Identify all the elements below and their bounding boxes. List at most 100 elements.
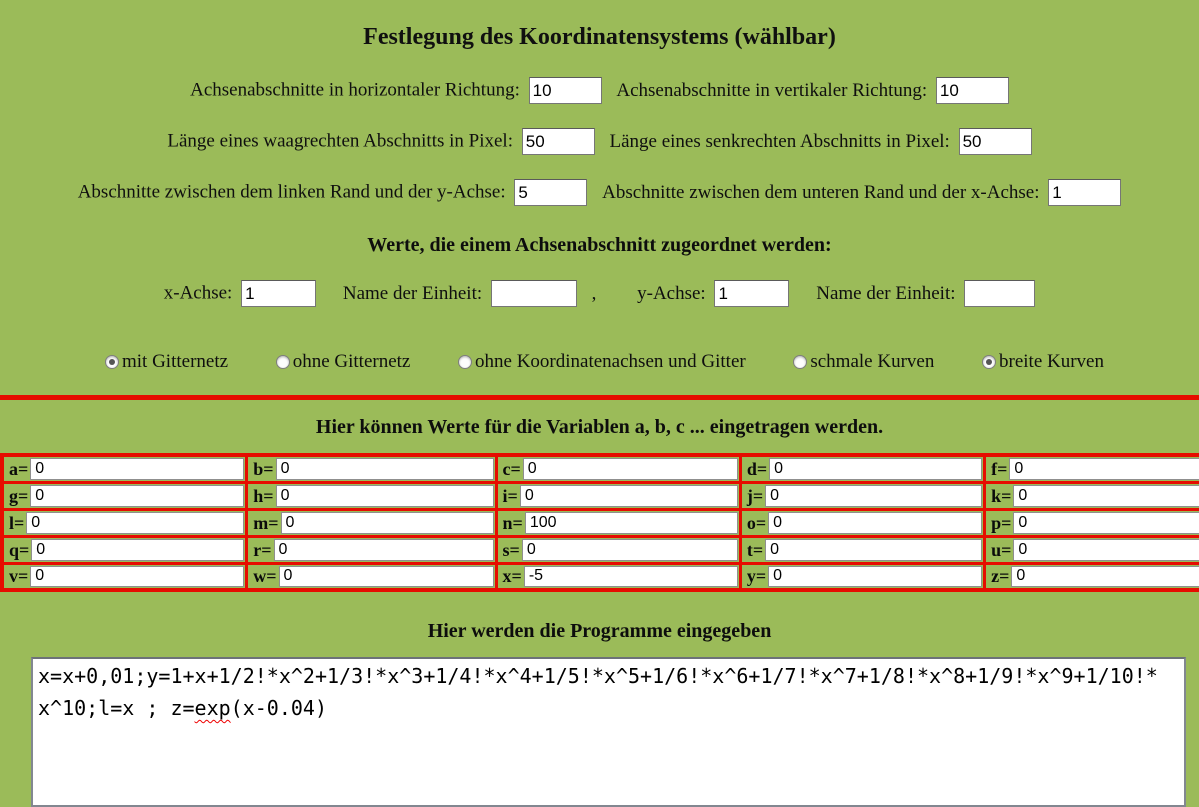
- variable-name-label-v: v=: [9, 566, 29, 587]
- variable-name-label-p: p=: [991, 512, 1012, 533]
- radio-label-ohne-koordinatenachsen-und-gitter: ohne Koordinatenachsen und Gitter: [475, 351, 746, 372]
- radio-option-schmale-kurven[interactable]: schmale Kurven: [793, 351, 934, 373]
- variable-name-label-b: b=: [253, 458, 274, 479]
- coordinate-settings-page: Festlegung des Koordinatensystems (wählb…: [0, 24, 1199, 807]
- variable-value-input-y[interactable]: [768, 565, 983, 587]
- variable-cell-u: u=: [983, 534, 1199, 565]
- label-horizontal-sections: Achsenabschnitte in horizontaler Richtun…: [190, 79, 520, 101]
- radio-option-ohne-koordinatenachsen-und-gitter[interactable]: ohne Koordinatenachsen und Gitter: [458, 351, 746, 373]
- variable-value-input-x[interactable]: [523, 565, 738, 587]
- input-x-unit-name[interactable]: [490, 280, 577, 307]
- radio-circle-schmale-kurven[interactable]: [793, 355, 808, 369]
- variables-row: l= m= n= o= p=: [0, 507, 1199, 538]
- variable-value-input-j[interactable]: [765, 484, 983, 507]
- input-y-unit-name[interactable]: [964, 280, 1036, 307]
- radio-label-schmale-kurven: schmale Kurven: [810, 351, 935, 372]
- variable-cell-b: b=: [245, 453, 498, 484]
- variables-header: Hier können Werte für die Variablen a, b…: [315, 416, 884, 438]
- input-vertical-sections[interactable]: [935, 77, 1009, 104]
- variable-cell-s: s=: [494, 534, 742, 565]
- variable-name-label-m: m=: [253, 512, 279, 533]
- variable-value-input-s[interactable]: [521, 538, 738, 561]
- programs-header: Hier werden die Programme eingegeben: [427, 620, 772, 642]
- variable-value-input-o[interactable]: [768, 511, 983, 534]
- label-y-axis: y-Achse:: [637, 282, 706, 304]
- variable-value-input-f[interactable]: [1009, 458, 1199, 480]
- label-left-margin-sections: Abschnitte zwischen dem linken Rand und …: [77, 181, 506, 203]
- program-misspelled-word: exp: [194, 696, 231, 720]
- variable-cell-m: m=: [245, 507, 498, 538]
- radio-circle-mit-gitternetz[interactable]: [105, 355, 119, 369]
- variable-value-input-z[interactable]: [1011, 565, 1199, 587]
- variable-value-input-t[interactable]: [765, 538, 983, 561]
- variable-value-input-r[interactable]: [273, 538, 494, 561]
- variable-name-label-u: u=: [991, 539, 1012, 560]
- variable-value-input-u[interactable]: [1013, 538, 1199, 561]
- radio-circle-ohne-koordinatenachsen-und-gitter[interactable]: [458, 355, 473, 369]
- variable-value-input-p[interactable]: [1013, 511, 1199, 534]
- variable-value-input-h[interactable]: [275, 484, 494, 507]
- variable-value-input-n[interactable]: [524, 511, 738, 534]
- radio-label-mit-gitternetz: mit Gitternetz: [122, 351, 229, 372]
- radio-option-mit-gitternetz[interactable]: mit Gitternetz: [105, 351, 228, 373]
- variable-value-input-v[interactable]: [30, 565, 245, 587]
- radio-circle-ohne-gitternetz[interactable]: [275, 355, 290, 369]
- radio-option-breite-kurven[interactable]: breite Kurven: [982, 351, 1104, 373]
- variable-cell-x: x=: [494, 561, 742, 592]
- label-x-unit-name: Name der Einheit:: [342, 282, 483, 304]
- variable-cell-p: p=: [983, 507, 1199, 538]
- variable-value-input-k[interactable]: [1013, 484, 1199, 507]
- input-horizontal-length[interactable]: [521, 128, 595, 155]
- variable-value-input-b[interactable]: [275, 458, 494, 480]
- variable-name-label-j: j=: [746, 485, 764, 506]
- variable-value-input-g[interactable]: [30, 484, 245, 507]
- variable-name-label-y: y=: [746, 566, 767, 587]
- variable-value-input-i[interactable]: [519, 484, 738, 507]
- variable-cell-n: n=: [494, 507, 742, 538]
- variables-row: a= b= c= d= f=: [0, 453, 1199, 484]
- variables-row: g= h= i= j= k=: [0, 480, 1199, 511]
- input-horizontal-sections[interactable]: [528, 77, 602, 104]
- variable-name-label-o: o=: [746, 512, 767, 533]
- variable-name-label-g: g=: [9, 485, 29, 506]
- variable-value-input-q[interactable]: [31, 538, 245, 561]
- variable-value-input-l[interactable]: [26, 511, 245, 534]
- variable-name-label-x: x=: [502, 566, 522, 587]
- variable-value-input-m[interactable]: [280, 511, 494, 534]
- variable-value-input-d[interactable]: [769, 458, 983, 480]
- variable-value-input-w[interactable]: [278, 565, 494, 587]
- variable-cell-g: g=: [0, 480, 249, 511]
- variable-cell-f: f=: [983, 453, 1199, 484]
- variable-cell-a: a=: [0, 453, 249, 484]
- variables-row: q= r= s= t= u=: [0, 534, 1199, 565]
- input-y-axis-value[interactable]: [714, 280, 790, 307]
- program-text-after: (x-0.04): [230, 696, 327, 720]
- label-x-axis: x-Achse:: [163, 282, 233, 304]
- variable-cell-r: r=: [245, 534, 498, 565]
- input-vertical-length[interactable]: [958, 128, 1032, 155]
- variable-value-input-c[interactable]: [522, 458, 738, 480]
- input-x-axis-value[interactable]: [241, 280, 317, 307]
- label-bottom-margin-sections: Abschnitte zwischen dem unteren Rand und…: [602, 181, 1040, 203]
- input-bottom-margin-sections[interactable]: [1048, 179, 1122, 206]
- variable-cell-o: o=: [738, 507, 987, 538]
- variables-row: v= w= x= y= z=: [0, 561, 1199, 592]
- variable-cell-y: y=: [738, 561, 987, 592]
- variable-name-label-f: f=: [991, 458, 1008, 479]
- input-left-margin-sections[interactable]: [514, 179, 588, 206]
- variable-value-input-a[interactable]: [30, 458, 245, 480]
- radio-circle-breite-kurven[interactable]: [982, 355, 996, 369]
- variable-cell-q: q=: [0, 534, 249, 565]
- display-options-row: mit Gitternetz ohne Gitternetz ohne Koordi…: [0, 351, 1199, 373]
- settings-row-sections: Achsenabschnitte in horizontaler Richtun…: [0, 77, 1199, 104]
- variable-cell-c: c=: [494, 453, 742, 484]
- variable-cell-l: l=: [0, 507, 249, 538]
- variable-name-label-s: s=: [502, 539, 520, 560]
- variable-cell-i: i=: [494, 480, 742, 511]
- variable-name-label-k: k=: [991, 485, 1012, 506]
- radio-label-ohne-gitternetz: ohne Gitternetz: [292, 351, 411, 372]
- label-y-unit-name: Name der Einheit:: [816, 282, 956, 304]
- radio-option-ohne-gitternetz[interactable]: ohne Gitternetz: [275, 351, 411, 373]
- program-textarea[interactable]: x=x+0,01;y=1+x+1/2!*x^2+1/3!*x^3+1/4!*x^…: [31, 657, 1186, 807]
- variable-cell-h: h=: [245, 480, 498, 511]
